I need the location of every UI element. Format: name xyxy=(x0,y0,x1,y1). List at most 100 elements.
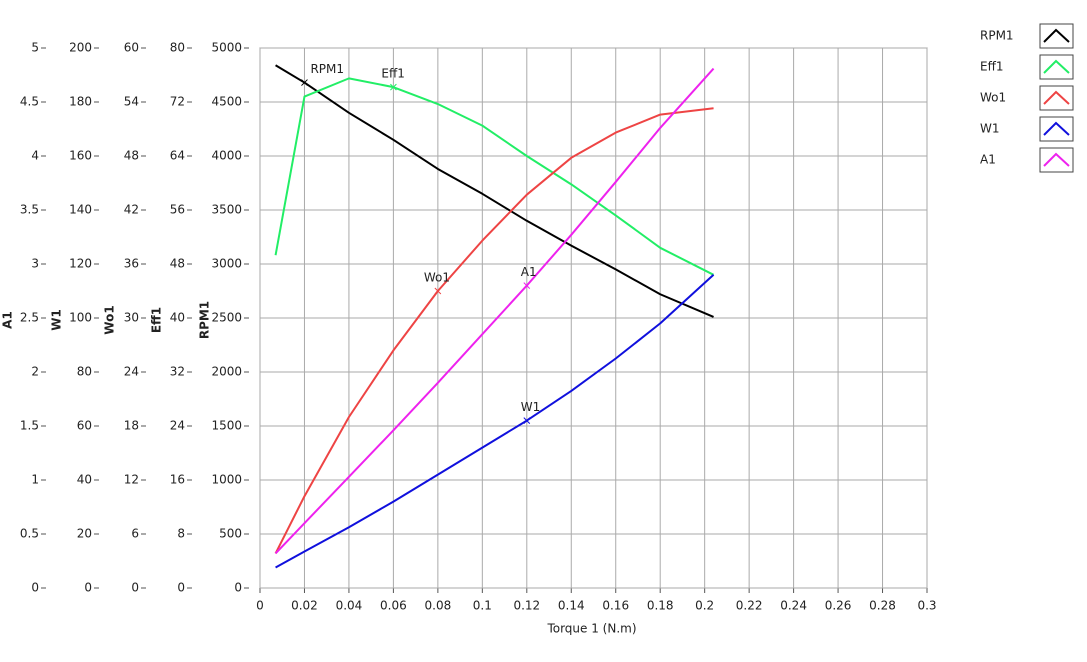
legend-swatch xyxy=(1043,28,1070,43)
series-annotation: Eff1 xyxy=(381,67,404,81)
series-annotation: RPM1 xyxy=(310,62,344,76)
y-tick-label: 1000 xyxy=(211,473,242,487)
x-tick-label: 0.08 xyxy=(425,599,452,613)
x-tick-label: 0.1 xyxy=(473,599,492,613)
x-tick-label: 0.18 xyxy=(647,599,674,613)
y-tick-label: 36 xyxy=(124,257,139,271)
y-tick-label: 30 xyxy=(124,311,139,325)
y-tick-label: 32 xyxy=(170,365,185,379)
x-tick-label: 0.06 xyxy=(380,599,407,613)
y-tick-label: 2 xyxy=(31,365,39,379)
x-tick-label: 0.24 xyxy=(780,599,807,613)
y-tick-label: 160 xyxy=(69,149,92,163)
legend-label: Wo1 xyxy=(980,91,1006,105)
y-tick-label: 6 xyxy=(131,527,139,541)
y-tick-label: 3.5 xyxy=(20,203,39,217)
y-tick-label: 4 xyxy=(31,149,39,163)
legend-swatch-box xyxy=(1039,23,1074,49)
legend-label: Eff1 xyxy=(980,60,1003,74)
y-tick-label: 12 xyxy=(124,473,139,487)
series-line xyxy=(275,64,714,318)
y-tick-label: 2.5 xyxy=(20,311,39,325)
y-tick-label: 4000 xyxy=(211,149,242,163)
x-tick-label: 0.3 xyxy=(917,599,936,613)
legend-swatch-box xyxy=(1039,147,1074,173)
y-tick-label: 8 xyxy=(177,527,185,541)
y-tick-label: 200 xyxy=(69,41,92,55)
y-axis-title: W1 xyxy=(50,309,64,331)
point-cursor xyxy=(434,287,442,295)
y-tick-label: 120 xyxy=(69,257,92,271)
y-tick-label: 4500 xyxy=(211,95,242,109)
y-tick-label: 60 xyxy=(124,41,139,55)
y-tick-label: 0 xyxy=(31,581,39,595)
legend-swatch-box xyxy=(1039,116,1074,142)
y-axis-title: RPM1 xyxy=(198,301,212,339)
y-tick-label: 0 xyxy=(84,581,92,595)
x-tick-label: 0.2 xyxy=(695,599,714,613)
x-tick-label: 0.16 xyxy=(602,599,629,613)
series-line xyxy=(275,274,715,569)
y-tick-label: 100 xyxy=(69,311,92,325)
point-cursor xyxy=(390,83,397,91)
y-tick-label: 1.5 xyxy=(20,419,39,433)
x-tick-label: 0.04 xyxy=(336,599,363,613)
y-tick-label: 3 xyxy=(31,257,39,271)
y-tick-label: 0 xyxy=(177,581,185,595)
y-tick-label: 24 xyxy=(124,365,139,379)
series-line xyxy=(274,67,715,555)
y-tick-label: 5 xyxy=(31,41,39,55)
x-tick-label: 0.22 xyxy=(736,599,763,613)
y-tick-label: 42 xyxy=(124,203,139,217)
y-tick-label: 56 xyxy=(170,203,185,217)
y-tick-label: 3500 xyxy=(211,203,242,217)
x-tick-label: 0.02 xyxy=(291,599,318,613)
y-tick-label: 2000 xyxy=(211,365,242,379)
y-tick-label: 40 xyxy=(170,311,185,325)
x-tick-label: 0.28 xyxy=(869,599,896,613)
legend-swatch xyxy=(1043,152,1070,167)
series-annotation: W1 xyxy=(521,400,541,414)
y-axis-title: Eff1 xyxy=(150,307,164,333)
y-tick-label: 24 xyxy=(170,419,185,433)
y-tick-label: 5000 xyxy=(211,41,242,55)
y-tick-label: 80 xyxy=(77,365,92,379)
legend-label: RPM1 xyxy=(980,29,1014,43)
y-tick-label: 0 xyxy=(131,581,139,595)
y-tick-label: 48 xyxy=(124,149,139,163)
legend-swatch xyxy=(1043,59,1070,74)
y-tick-label: 18 xyxy=(124,419,139,433)
legend-label: W1 xyxy=(980,122,1000,136)
y-tick-label: 16 xyxy=(170,473,185,487)
point-cursor xyxy=(301,79,308,86)
y-tick-label: 0 xyxy=(234,581,242,595)
y-axis-title: A1 xyxy=(1,311,15,329)
y-tick-label: 80 xyxy=(170,41,185,55)
y-tick-label: 48 xyxy=(170,257,185,271)
y-tick-label: 500 xyxy=(219,527,242,541)
legend-swatch xyxy=(1043,121,1070,136)
y-tick-label: 20 xyxy=(77,527,92,541)
y-tick-label: 40 xyxy=(77,473,92,487)
y-tick-label: 54 xyxy=(124,95,139,109)
y-tick-label: 72 xyxy=(170,95,185,109)
x-tick-label: 0 xyxy=(256,599,264,613)
y-tick-label: 180 xyxy=(69,95,92,109)
point-cursor xyxy=(523,282,531,289)
y-tick-label: 4.5 xyxy=(20,95,39,109)
legend-label: A1 xyxy=(980,153,996,167)
x-axis-title: Torque 1 (N.m) xyxy=(546,622,636,636)
y-tick-label: 60 xyxy=(77,419,92,433)
legend-swatch-box xyxy=(1039,54,1074,80)
series-annotation: Wo1 xyxy=(424,271,450,285)
series-line xyxy=(274,107,714,554)
series-line xyxy=(274,77,715,276)
y-tick-label: 3000 xyxy=(211,257,242,271)
y-tick-label: 140 xyxy=(69,203,92,217)
legend-swatch-box xyxy=(1039,85,1074,111)
x-tick-label: 0.26 xyxy=(825,599,852,613)
y-tick-label: 0.5 xyxy=(20,527,39,541)
x-tick-label: 0.14 xyxy=(558,599,585,613)
series-annotation: A1 xyxy=(521,265,537,279)
